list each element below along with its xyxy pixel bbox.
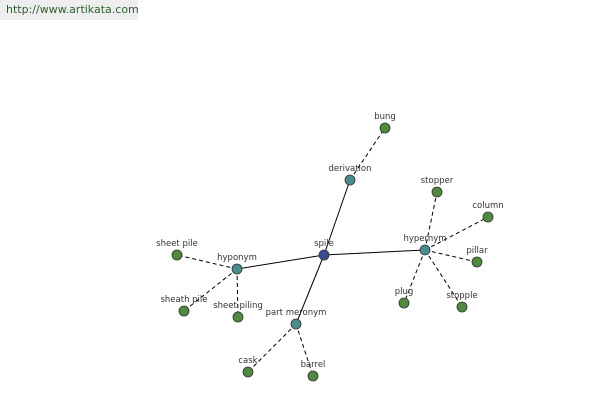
node[interactable]: [232, 311, 244, 323]
node-label: sheath pile: [160, 295, 207, 305]
node[interactable]: [398, 297, 410, 309]
node[interactable]: [242, 366, 254, 378]
node-label: spile: [314, 239, 334, 249]
edge-dashed: [247, 323, 297, 373]
edge-dashed: [183, 268, 238, 312]
node-label: column: [472, 201, 503, 211]
node[interactable]: [318, 249, 330, 261]
node[interactable]: [171, 249, 183, 261]
node-label: hyponym: [217, 253, 257, 263]
edge-dashed: [236, 268, 239, 318]
edge-dashed: [403, 249, 426, 304]
edge-dashed: [176, 254, 238, 270]
node[interactable]: [482, 211, 494, 223]
node-label: sheet piling: [213, 301, 263, 311]
url-bar[interactable]: http://www.artikata.com: [0, 0, 139, 20]
node[interactable]: [431, 186, 443, 198]
node[interactable]: [379, 122, 391, 134]
node-label: cask: [238, 356, 257, 366]
edge: [236, 254, 325, 270]
node-label: sheet pile: [156, 239, 198, 249]
edge: [323, 179, 351, 256]
node[interactable]: [307, 370, 319, 382]
node[interactable]: [344, 174, 356, 186]
node[interactable]: [456, 301, 468, 313]
node[interactable]: [178, 305, 190, 317]
node[interactable]: [231, 263, 243, 275]
node-label: stopper: [421, 176, 454, 186]
edge-dashed: [424, 249, 463, 308]
node-label: barrel: [301, 360, 326, 370]
node[interactable]: [471, 256, 483, 268]
node-label: plug: [395, 287, 414, 297]
node-label: stopple: [446, 291, 477, 301]
node[interactable]: [290, 318, 302, 330]
edge-dashed: [424, 191, 438, 251]
edge-dashed: [349, 127, 386, 181]
url-text[interactable]: http://www.artikata.com: [6, 3, 139, 16]
node-label: pillar: [466, 246, 488, 256]
edge: [323, 249, 426, 256]
node-label: derivation: [328, 164, 371, 174]
node[interactable]: [419, 244, 431, 256]
edge-dashed: [424, 216, 489, 251]
edge-dashed: [295, 323, 314, 377]
node-label: bung: [374, 112, 396, 122]
edge-dashed: [424, 249, 478, 263]
node-label: part meronym: [266, 308, 327, 318]
edge: [295, 254, 325, 325]
node-label: hypernym: [403, 234, 446, 244]
